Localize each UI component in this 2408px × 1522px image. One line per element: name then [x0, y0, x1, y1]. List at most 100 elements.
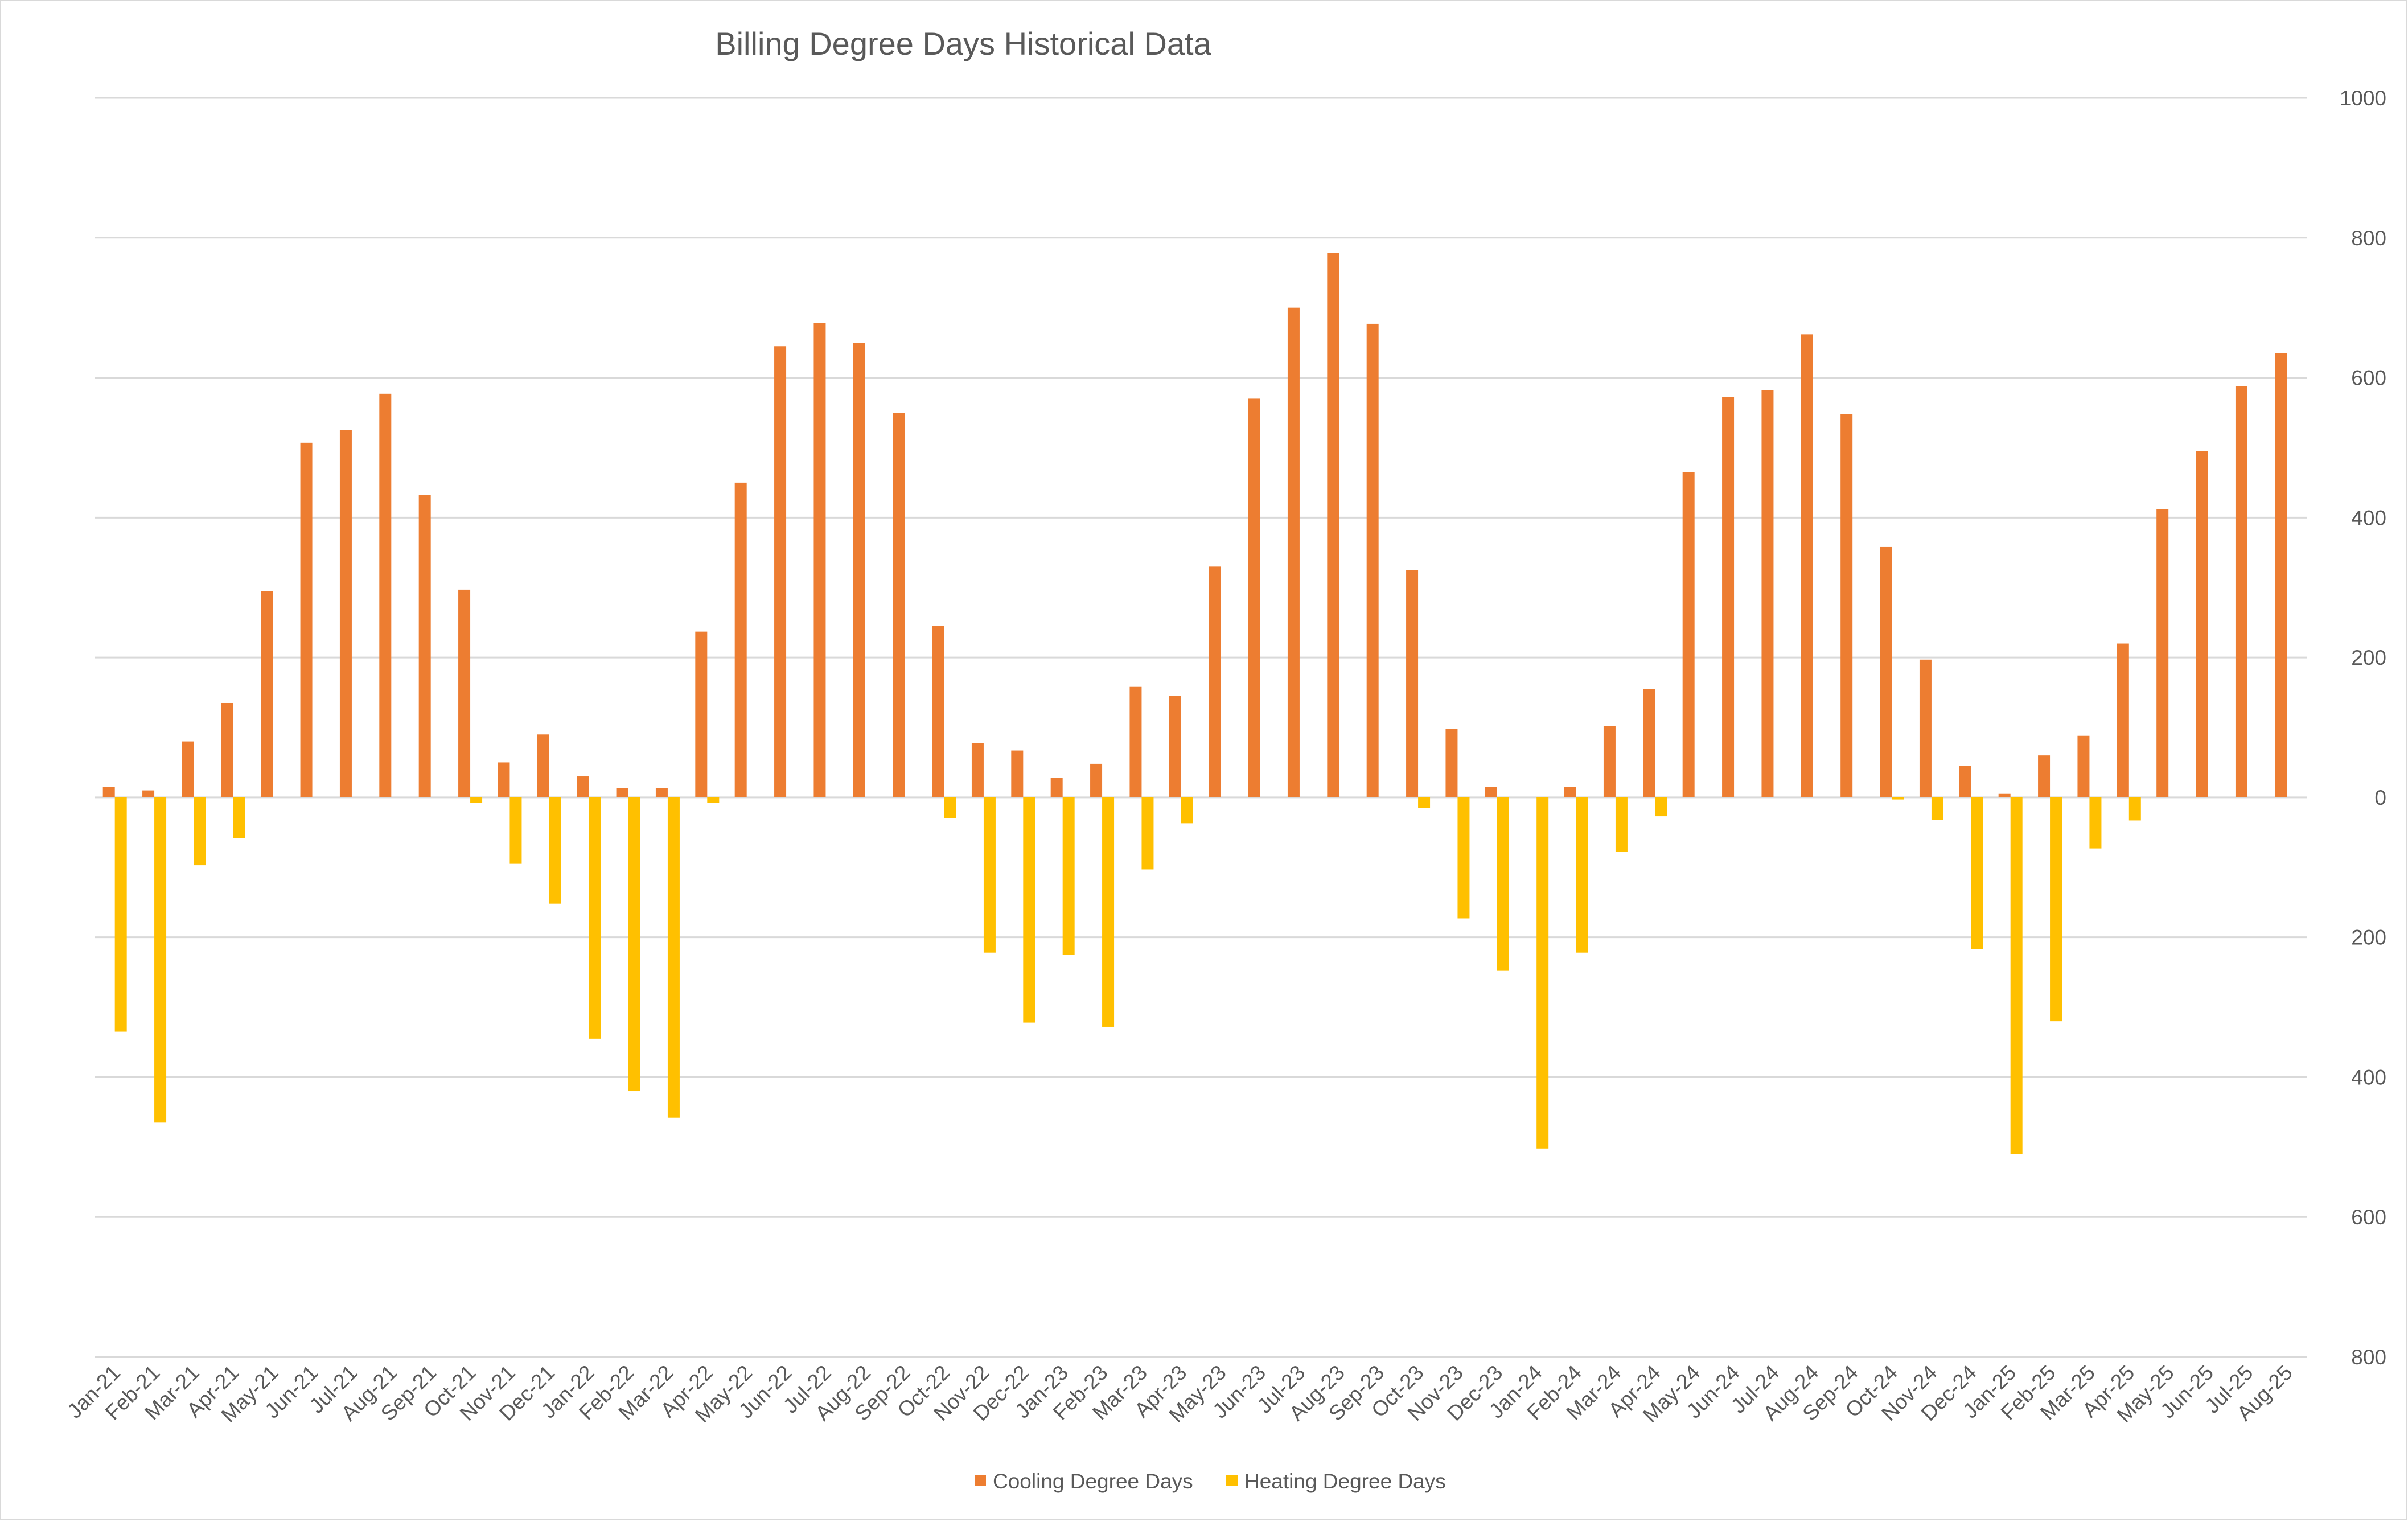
- cooling-bar-Oct-23: [1406, 570, 1419, 797]
- y-tick-label: 800: [2351, 1346, 2386, 1369]
- cooling-bar-Jun-25: [2196, 451, 2208, 797]
- heating-bar-Oct-21: [470, 797, 483, 803]
- cooling-bar-Apr-22: [695, 631, 708, 797]
- y-tick-label: 1000: [2340, 87, 2386, 110]
- y-axis-tick-labels: 1000 800 600 400 200 0 200 400 600 800: [2340, 87, 2386, 1369]
- heating-bar-Dec-21: [549, 797, 561, 904]
- cooling-bar-Feb-22: [616, 788, 628, 797]
- x-axis-tick-labels: Jan-21Feb-21Mar-21Apr-21May-21Jun-21Jul-…: [63, 1361, 2297, 1427]
- cooling-bar-Feb-25: [2038, 755, 2051, 797]
- cooling-bar-May-25: [2156, 509, 2169, 797]
- cooling-bar-Apr-23: [1169, 696, 1181, 797]
- cooling-bar-Jan-21: [102, 787, 115, 797]
- y-tick-label: 400: [2351, 1066, 2386, 1089]
- legend-swatch: [975, 1475, 986, 1486]
- cooling-bar-May-21: [261, 591, 273, 797]
- heating-bar-Feb-22: [628, 797, 640, 1092]
- cooling-bar-Feb-23: [1090, 763, 1103, 797]
- cooling-bar-Jun-21: [300, 442, 313, 797]
- cooling-bar-Mar-21: [182, 741, 194, 797]
- cooling-bar-Oct-24: [1880, 546, 1892, 797]
- y-tick-label: 600: [2351, 1206, 2386, 1229]
- cooling-bar-Aug-24: [1801, 334, 1813, 797]
- cooling-bar-Jul-24: [1761, 390, 1774, 797]
- heating-bar-Apr-22: [707, 797, 720, 803]
- cooling-bar-Jun-22: [774, 346, 787, 797]
- cooling-bar-Dec-21: [537, 734, 549, 797]
- cooling-bar-Jan-23: [1050, 778, 1063, 797]
- heating-bar-Nov-21: [509, 797, 522, 864]
- cooling-bar-Apr-21: [221, 702, 233, 797]
- heating-bar-Jan-23: [1062, 797, 1075, 955]
- heating-bar-Dec-23: [1497, 797, 1509, 971]
- cooling-bar-Dec-24: [1959, 766, 1971, 797]
- heating-bar-Mar-21: [194, 797, 206, 866]
- heating-bar-Feb-24: [1576, 797, 1588, 953]
- y-tick-label: 200: [2351, 646, 2386, 669]
- cooling-bar-Nov-22: [971, 743, 984, 797]
- heating-bar-Oct-22: [944, 797, 956, 818]
- y-tick-label: 600: [2351, 367, 2386, 390]
- cooling-bar-Jan-22: [577, 776, 589, 797]
- legend: Cooling Degree Days Heating Degree Days: [975, 1470, 1446, 1493]
- cooling-bar-Nov-23: [1445, 729, 1458, 797]
- cooling-bar-Apr-24: [1643, 689, 1655, 797]
- heating-bar-Feb-23: [1102, 797, 1115, 1027]
- cooling-bar-Mar-23: [1129, 686, 1142, 797]
- cooling-bar-Feb-21: [142, 790, 155, 797]
- heating-bar-Mar-24: [1615, 797, 1628, 852]
- y-tick-label: 400: [2351, 506, 2386, 529]
- heating-bar-Apr-24: [1655, 797, 1667, 817]
- cooling-bar-Jun-24: [1722, 397, 1735, 797]
- cooling-bar-Nov-24: [1919, 659, 1932, 797]
- heating-bar-Dec-22: [1023, 797, 1035, 1023]
- cooling-bar-Sep-24: [1840, 414, 1853, 797]
- heating-bar-Jan-22: [589, 797, 601, 1039]
- heating-bar-Mar-25: [2089, 797, 2102, 849]
- heating-bar-Nov-23: [1457, 797, 1470, 919]
- cooling-bar-Aug-21: [379, 393, 392, 797]
- cooling-bar-Jan-25: [1998, 793, 2011, 797]
- heating-bar-Apr-21: [233, 797, 245, 838]
- heating-bar-Oct-24: [1892, 797, 1904, 800]
- cooling-bar-Dec-23: [1485, 787, 1497, 797]
- heating-bar-Apr-25: [2128, 797, 2141, 821]
- cooling-bar-Aug-22: [853, 343, 865, 797]
- heating-bar-Dec-24: [1971, 797, 1983, 949]
- cooling-bar-Jul-22: [813, 323, 826, 797]
- cooling-bar-Dec-22: [1011, 750, 1024, 797]
- heating-bar-Jan-21: [114, 797, 127, 1032]
- heating-bar-Apr-23: [1181, 797, 1193, 824]
- cooling-bar-Mar-24: [1603, 726, 1616, 797]
- cooling-bar-Jun-23: [1248, 398, 1260, 797]
- cooling-bar-May-22: [734, 482, 747, 797]
- cooling-bar-Apr-25: [2117, 643, 2129, 797]
- legend-swatch: [1226, 1475, 1238, 1486]
- cooling-bar-Jul-25: [2235, 386, 2247, 797]
- heating-bar-Feb-21: [154, 797, 167, 1123]
- cooling-bar-Mar-22: [655, 788, 668, 797]
- legend-label: Heating Degree Days: [1244, 1470, 1446, 1493]
- cooling-bar-May-23: [1209, 566, 1221, 797]
- cooling-bar-Aug-23: [1327, 253, 1339, 797]
- heating-bar-Mar-23: [1141, 797, 1154, 870]
- cooling-bar-Feb-24: [1564, 787, 1576, 797]
- y-tick-label: 0: [2374, 786, 2386, 809]
- cooling-bar-Oct-21: [458, 589, 471, 797]
- legend-label: Cooling Degree Days: [993, 1470, 1193, 1493]
- chart-title: Billing Degree Days Historical Data: [715, 26, 1211, 61]
- cooling-bar-Sep-21: [418, 495, 431, 797]
- cooling-bar-Aug-25: [2275, 353, 2287, 797]
- heating-bar-Jan-25: [2010, 797, 2023, 1154]
- heating-bar-Feb-25: [2050, 797, 2062, 1022]
- cooling-bar-Sep-22: [893, 413, 905, 797]
- heating-bar-Oct-23: [1418, 797, 1431, 808]
- cooling-bar-Sep-23: [1366, 323, 1379, 797]
- cooling-bar-Oct-22: [932, 626, 944, 797]
- heating-bar-Jan-24: [1536, 797, 1549, 1149]
- heating-bar-Mar-22: [667, 797, 680, 1118]
- y-tick-label: 800: [2351, 227, 2386, 250]
- cooling-bar-Jul-23: [1287, 307, 1300, 797]
